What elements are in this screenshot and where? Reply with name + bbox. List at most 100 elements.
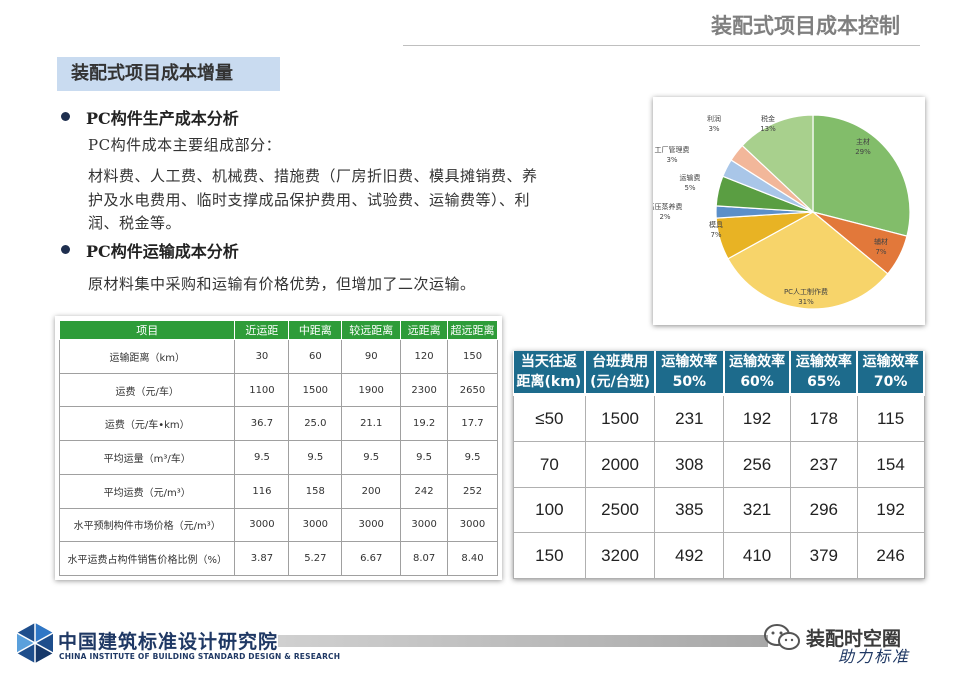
table-cell: 运费（元/车） [58,372,236,408]
header-line: 70% [873,374,908,390]
table-row: 水平预制构件市场价格（元/m³） 3000 3000 3000 3000 3000 [58,507,498,543]
table-cell: 3000 [341,507,402,543]
table-cell: 231 [654,393,725,443]
table-cell: 3000 [288,507,343,543]
table-header-cell: 项目 [58,320,236,340]
transport-efficiency-table-frame: 当天往返距离(km) 台班费用 (元/台班) 运输效率 50% 运输效率 60% 运输效率 65… [513,351,925,579]
page-title: 装配式项目成本控制 [711,14,900,38]
transport-efficiency-table: 当天往返距离(km) 台班费用 (元/台班) 运输效率 50% 运输效率 60% 运输效率 65… [513,351,925,579]
table-cell: 9.5 [341,440,402,475]
table-cell: 158 [288,473,343,509]
table-cell: 25.0 [288,406,343,442]
watermark-text: 装配时空圈 [806,628,902,650]
table-cell: 115 [856,393,925,443]
table-cell: 70 [513,441,586,488]
table-header-cell: 运输效率 70% [857,351,925,396]
header-line: 50% [672,374,707,390]
table-cell: ≤50 [513,393,586,443]
footer-bar [278,635,768,647]
table-cell: 200 [341,473,402,509]
table-cell: 1500 [584,393,656,443]
pie-label: 高压蒸养费 [653,202,683,211]
header-line: 运输效率 [862,354,919,370]
pie-pct-label: 3% [666,156,677,164]
header-divider [403,45,920,46]
table-cell: 3.87 [234,541,290,576]
table-row: 水平运费占构件销售价格比例（%） 3.87 5.27 6.67 8.07 8.40 [58,541,498,576]
bullet-dot [61,245,70,254]
pie-label: 主材 [856,137,870,146]
table-cell: 3000 [447,507,498,543]
pie-pct-label: 2% [659,213,670,221]
table-cell: 36.7 [234,406,290,442]
header-line: 运输效率 [661,354,718,370]
pie-pct-label: 31% [798,298,814,306]
institute-name-en: CHINA INSTITUTE OF BUILDING STANDARD DES… [59,652,341,661]
table-cell: 192 [723,393,791,443]
bullet-heading-production: PC构件生产成本分析 [86,109,239,128]
pie-label: 税金 [761,114,775,123]
table-cell: 8.40 [447,541,498,576]
institute-name-cn: 中国建筑标准设计研究院 [58,631,279,653]
table-cell: 296 [789,486,858,534]
pie-label: 运输费 [680,173,701,182]
transport-distance-table-frame: 项目 近运距 中距离 较远距离 远距离 超远距离 运输距离（km） 30 60 90 120 150… [55,316,502,580]
pie-label: PC人工制作费 [784,287,828,296]
header-line: 当天往返 [520,354,577,370]
table-cell: 9.5 [234,440,290,475]
pie-label: 利润 [707,114,721,123]
header-line: 距离(km) [516,374,582,390]
table-header-cell: 较远距离 [341,320,402,340]
table-cell: 242 [400,473,449,509]
paragraph-composition-intro: PC构件成本主要组成部分： [88,136,282,154]
table-cell: 3000 [234,507,290,543]
table-cell: 19.2 [400,406,449,442]
pie-pct-label: 7% [875,248,886,256]
header-line: 台班费用 [592,354,649,370]
header-line: 60% [740,374,774,390]
table-cell: 8.07 [400,541,449,576]
pie-pct-label: 3% [708,125,719,133]
table-cell: 308 [654,441,725,488]
table-row: 70 2000 308 256 237 154 [513,441,925,488]
bullet-dot [61,112,70,121]
table-cell: 2500 [584,486,656,534]
pie-pct-label: 7% [710,231,721,239]
pie-svg: 主材 29% 辅材 7% PC人工制作费 31% 模具 7% 高压蒸养费 2% 运输费 5% 工厂管理费… [648,114,911,310]
transport-distance-table: 项目 近运距 中距离 较远距离 远距离 超远距离 运输距离（km） 30 60 90 120 150… [58,320,498,576]
table-cell: 2650 [447,372,498,408]
table-header-cell: 运输效率 65% [790,351,859,396]
table-cell: 492 [654,532,725,579]
table-cell: 410 [723,532,791,579]
table-cell: 9.5 [288,440,343,475]
table-cell: 60 [288,339,343,374]
table-row: 运输距离（km） 30 60 90 120 150 [58,339,498,374]
pie-label: 模具 [709,220,723,229]
table-cell: 水平预制构件市场价格（元/m³） [58,507,236,543]
table-cell: 运费（元/车•km） [58,406,236,442]
table-cell: 17.7 [447,406,498,442]
table-cell: 9.5 [447,440,498,475]
pie-slice [727,211,889,310]
table-row: 150 3200 492 410 379 246 [513,532,925,579]
table-cell: 9.5 [400,440,449,475]
table-header-row: 当天往返距离(km) 台班费用 (元/台班) 运输效率 50% 运输效率 60% 运输效率 65… [513,351,925,396]
table-cell: 120 [400,339,449,374]
table-cell: 平均运费（元/m³） [58,473,236,509]
paragraph-composition-line3: 润、税金等。 [88,214,182,232]
table-cell: 321 [723,486,791,534]
table-cell: 246 [856,532,925,579]
table-cell: 379 [789,532,858,579]
table-cell: 1500 [288,372,343,408]
table-cell: 385 [654,486,725,534]
table-cell: 150 [513,532,586,579]
table-row: 平均运费（元/m³） 116 158 200 242 252 [58,473,498,509]
table-cell: 178 [789,393,858,443]
table-header-cell: 台班费用 (元/台班) [585,351,656,396]
table-cell: 运输距离（km） [58,339,236,374]
wechat-icon [764,624,800,650]
signature-text: 助力标准 [838,647,911,666]
pie-pct-label: 5% [684,184,695,192]
table-cell: 256 [723,441,791,488]
paragraph-composition-line1: 材料费、人工费、机械费、措施费（厂房折旧费、模具摊销费、养 [88,167,538,185]
